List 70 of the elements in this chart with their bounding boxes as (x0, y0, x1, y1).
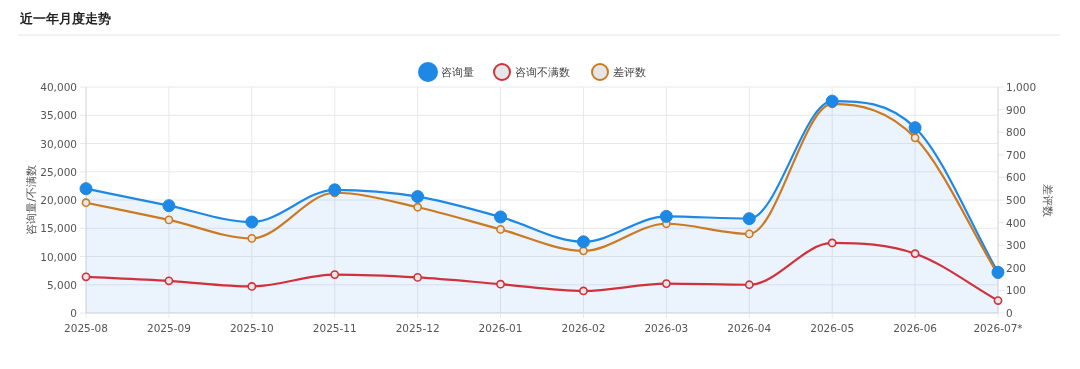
y2-tick-label: 100 (1006, 284, 1027, 297)
x-tick-label: 2026-04 (727, 322, 772, 334)
y-tick-label: 30,000 (40, 137, 77, 150)
y2-tick-label: 0 (1006, 307, 1013, 319)
x-tick-label: 2026-06 (893, 322, 938, 334)
point (79, 182, 93, 196)
point (81, 198, 91, 208)
x-tick-label: 2026-05 (810, 322, 855, 334)
point (576, 235, 590, 249)
point (494, 210, 508, 224)
point (579, 246, 588, 256)
y2-tick-label: 700 (1006, 148, 1027, 161)
y2-tick-label: 200 (1006, 261, 1027, 274)
legend-label: 咨询不满数 (515, 66, 570, 79)
point (744, 280, 754, 290)
x-tick-label: 2026-07* (973, 322, 1023, 334)
point (413, 273, 423, 282)
y2-tick-label: 300 (1006, 239, 1027, 252)
x-tick-label: 2025-11 (312, 322, 357, 334)
y-tick-label: 15,000 (40, 222, 77, 235)
point (413, 202, 423, 212)
point (164, 276, 174, 286)
x-tick-label: 2025-10 (229, 322, 274, 334)
point (245, 215, 259, 229)
point (330, 270, 340, 279)
y-axis-title: 咨询量/不满数 (25, 165, 38, 235)
point (910, 249, 920, 259)
point (659, 209, 673, 223)
y-tick-label: 10,000 (40, 250, 77, 263)
point (827, 238, 837, 248)
y-tick-label: 40,000 (40, 81, 77, 93)
point (661, 279, 671, 289)
point (328, 183, 342, 197)
y2-tick-label: 500 (1006, 194, 1027, 206)
y2-tick-label: 400 (1006, 216, 1027, 229)
y-tick-label: 25,000 (40, 165, 77, 178)
x-tick-label: 2025-09 (146, 322, 191, 334)
point (991, 265, 1005, 279)
point (81, 272, 91, 282)
x-tick-label: 2025-12 (395, 322, 440, 334)
y-tick-label: 20,000 (40, 194, 77, 206)
point (164, 215, 174, 225)
y-tick-label: 35,000 (40, 109, 77, 122)
chart-title: 近一年月度走势 (19, 11, 111, 26)
point (579, 286, 588, 296)
legend-label: 咨询量 (441, 66, 474, 79)
y2-tick-label: 800 (1006, 126, 1027, 139)
point (496, 224, 505, 234)
point (162, 199, 176, 213)
point (247, 282, 257, 291)
y2-tick-label: 1,000 (1006, 81, 1037, 93)
y2-tick-label: 600 (1006, 171, 1027, 184)
point (744, 229, 754, 239)
point (993, 296, 1003, 305)
x-tick-label: 2025-08 (64, 322, 108, 334)
x-tick-label: 2026-01 (478, 322, 523, 334)
point (825, 94, 839, 108)
x-tick-label: 2026-02 (561, 322, 606, 334)
x-tick-label: 2026-03 (644, 322, 689, 334)
y-tick-label: 5,000 (46, 278, 77, 291)
y2-tick-label: 900 (1006, 103, 1027, 116)
point (496, 279, 505, 289)
point (908, 121, 922, 135)
y-tick-label: 0 (70, 307, 77, 319)
legend-label: 差评数 (613, 66, 646, 79)
point (742, 212, 756, 226)
point (910, 133, 920, 143)
point (411, 190, 425, 204)
y2-axis-title: 差评数 (1041, 183, 1054, 217)
point (247, 234, 257, 243)
